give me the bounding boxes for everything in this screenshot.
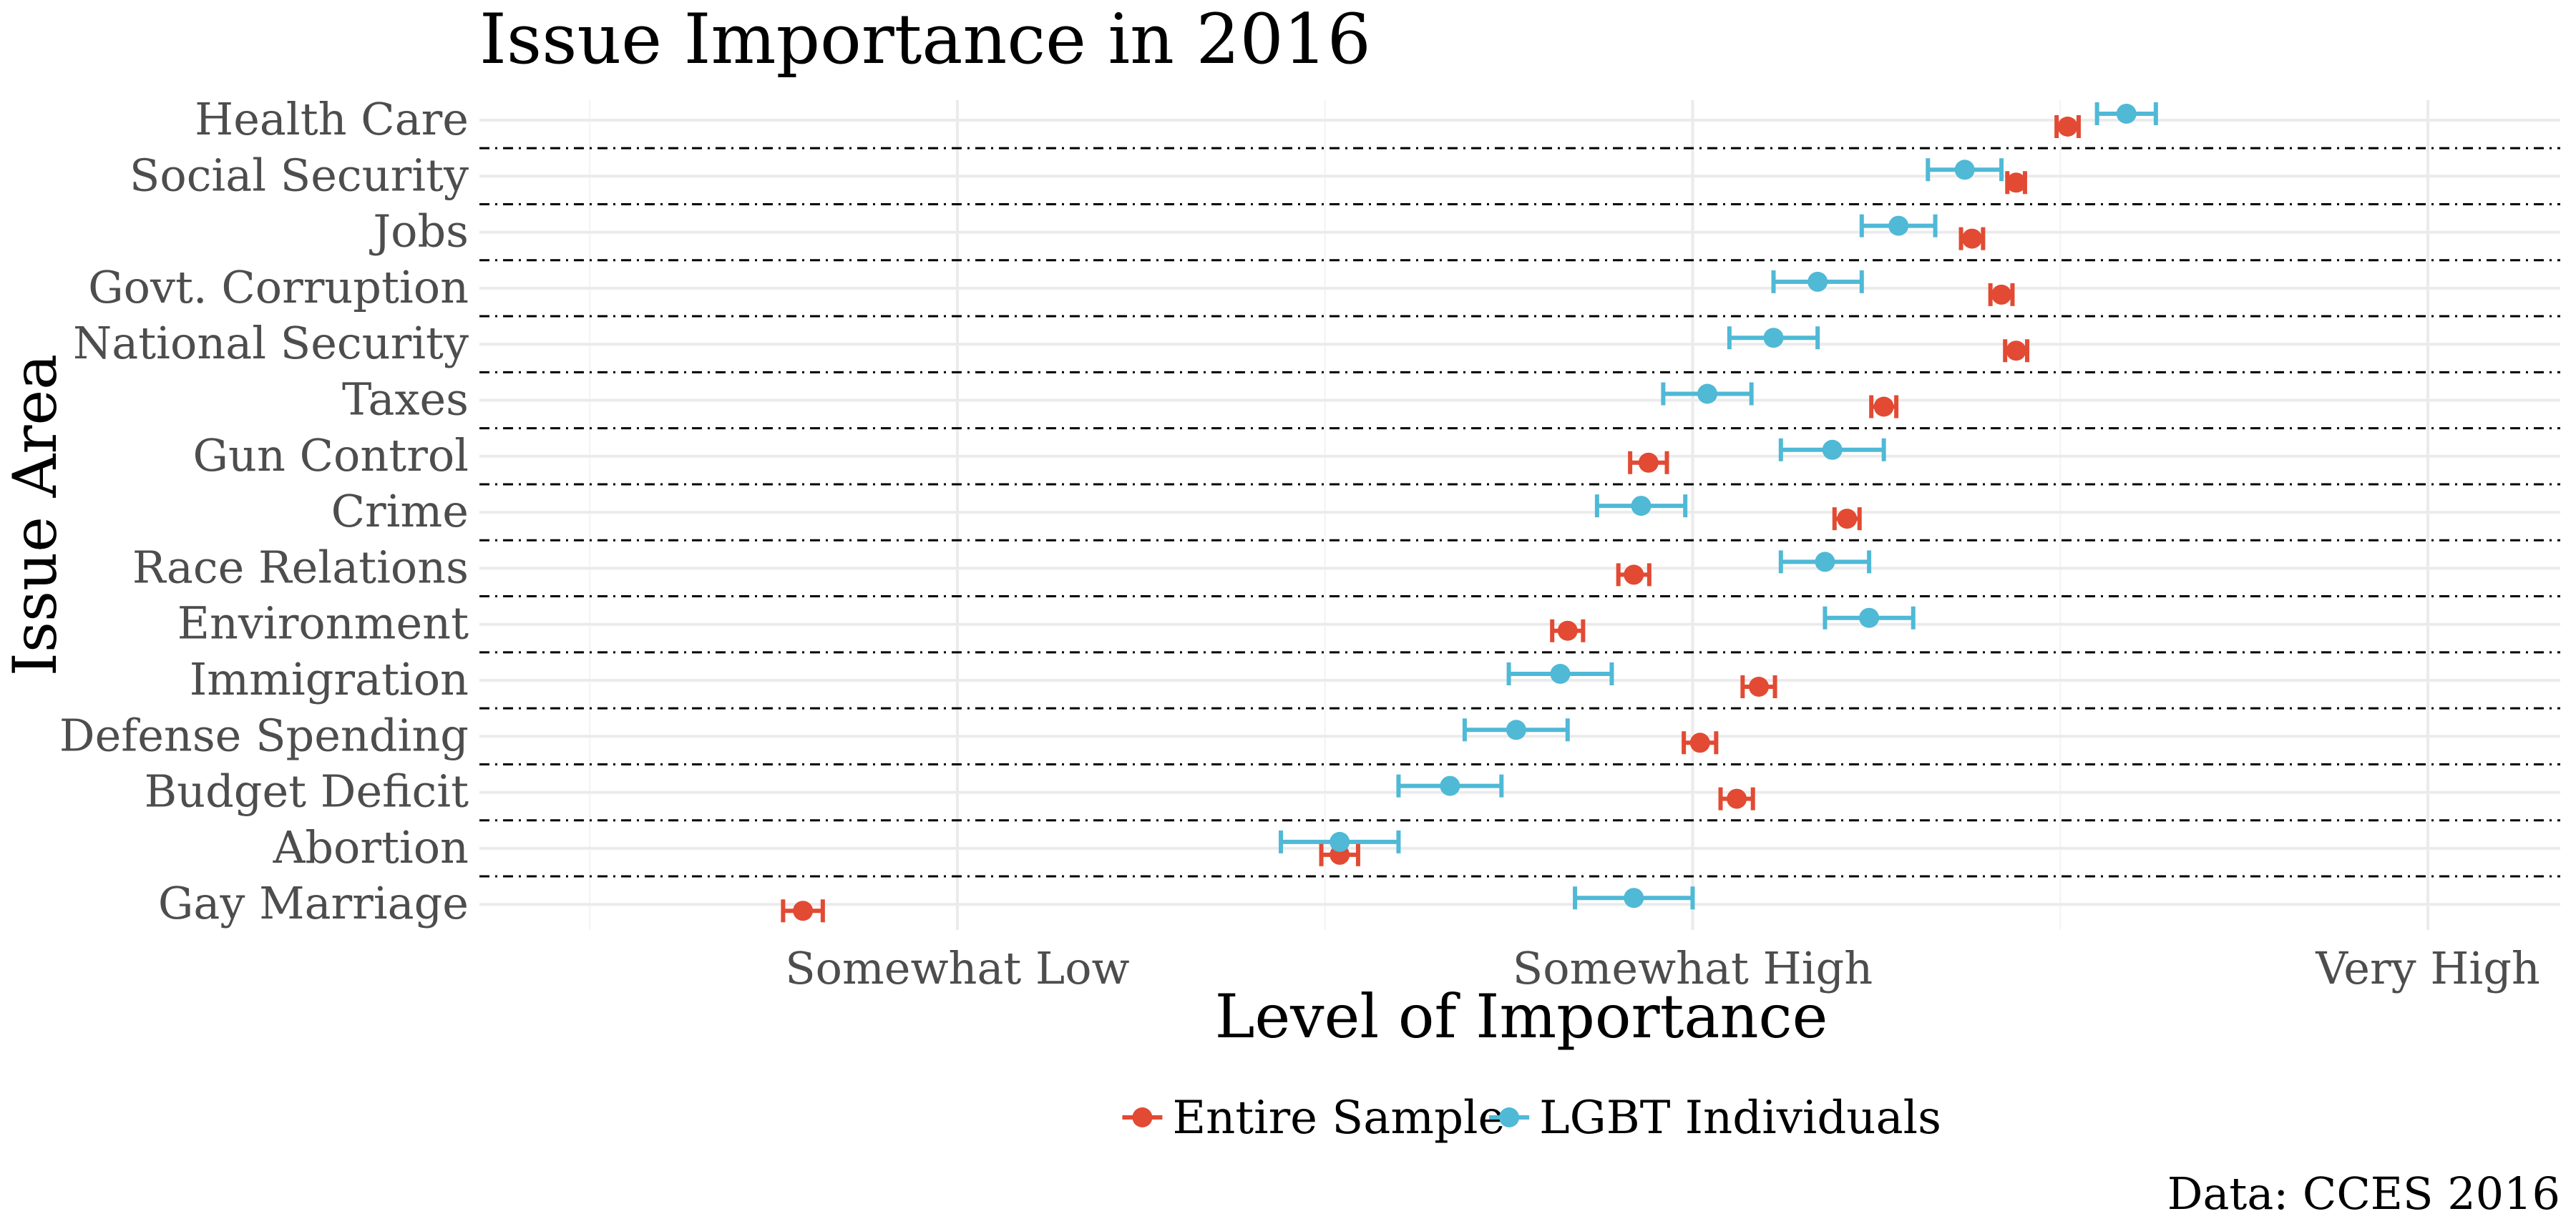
- legend: Entire Sample LGBT Individuals: [1122, 1092, 1941, 1145]
- y-tick-label: Race Relations: [132, 541, 469, 593]
- separator-layer: [479, 147, 2560, 878]
- y-tick-label: Crime: [331, 485, 469, 537]
- data-point: [1624, 564, 1644, 585]
- data-point: [1697, 383, 1718, 404]
- y-tick-label: Budget Deficit: [145, 765, 469, 818]
- y-tick-label: Govt. Corruption: [88, 261, 469, 313]
- y-tick-label: National Security: [73, 317, 469, 369]
- caption: Data: CCES 2016: [2167, 1167, 2560, 1220]
- grid-layer: [479, 100, 2560, 930]
- data-point: [1624, 888, 1644, 909]
- y-tick-label: Defense Spending: [59, 709, 469, 761]
- x-axis-title: Level of Importance: [1215, 981, 1828, 1052]
- data-point: [2006, 172, 2026, 193]
- x-tick-label: Somewhat Low: [785, 942, 1129, 994]
- legend-key-point: [1499, 1107, 1520, 1127]
- chart-title: Issue Importance in 2016: [479, 0, 1371, 79]
- y-tick-label: Social Security: [130, 149, 469, 201]
- data-point: [1807, 271, 1828, 292]
- data-point: [2057, 117, 2078, 137]
- data-point: [1727, 788, 1747, 809]
- y-tick-label: Jobs: [369, 205, 469, 258]
- data-point: [1763, 328, 1784, 348]
- data-point: [1557, 620, 1578, 641]
- data-point: [1506, 720, 1526, 740]
- data-point: [1961, 228, 1982, 249]
- data-point: [1689, 733, 1710, 753]
- x-tick-label: Very High: [2315, 942, 2540, 994]
- data-point: [1991, 284, 2012, 305]
- data-point: [1440, 775, 1460, 796]
- y-tick-label: Immigration: [190, 653, 469, 705]
- data-point: [1837, 509, 1858, 529]
- data-point: [1748, 677, 1769, 697]
- y-tick-label: Environment: [177, 597, 469, 650]
- y-tick-label: Abortion: [273, 821, 469, 873]
- data-point: [1873, 396, 1894, 417]
- data-point: [1550, 664, 1571, 684]
- data-point: [1859, 607, 1880, 628]
- data-point: [1330, 831, 1350, 852]
- y-tick-label: Gun Control: [192, 429, 469, 481]
- data-point: [1815, 552, 1835, 572]
- data-point: [1631, 496, 1652, 516]
- data-point: [1822, 439, 1843, 460]
- y-tick-label: Health Care: [195, 93, 469, 145]
- data-point: [793, 901, 814, 921]
- legend-key-point: [1132, 1107, 1153, 1127]
- x-tick-label: Somewhat High: [1513, 942, 1873, 994]
- data-point: [2116, 104, 2137, 124]
- marks-layer: [781, 102, 2158, 923]
- data-point: [1638, 452, 1659, 473]
- data-point: [2006, 341, 2026, 361]
- data-point: [1954, 160, 1975, 180]
- y-tick-label: Taxes: [342, 373, 469, 426]
- legend-label: Entire Sample: [1172, 1092, 1505, 1145]
- data-point: [1888, 215, 1909, 236]
- legend-label: LGBT Individuals: [1539, 1092, 1941, 1145]
- y-tick-label: Gay Marriage: [158, 877, 469, 929]
- x-axis-tick-labels: Somewhat Low Somewhat High Very High: [785, 942, 2540, 994]
- y-axis-title: Issue Area: [0, 354, 70, 677]
